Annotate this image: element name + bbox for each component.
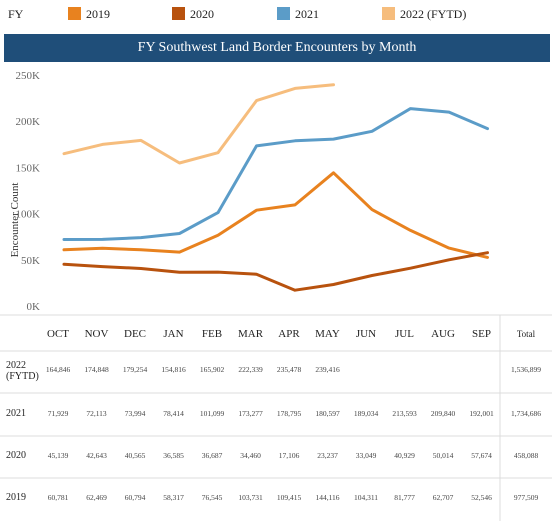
cell-value: 36,585 (163, 451, 184, 460)
row-label-2019: 2019 (6, 492, 26, 503)
y-tick-label: 250K (16, 70, 41, 82)
legend-label-2019: 2019 (86, 7, 110, 21)
cell-value: 104,311 (354, 493, 378, 502)
row-label-2021: 2021 (6, 408, 26, 419)
y-axis-title: Encounter Count (9, 183, 21, 258)
cell-value: 213,593 (392, 409, 417, 418)
row-label-2022: 2022 (6, 360, 26, 371)
cell-value: 78,414 (163, 409, 184, 418)
row-total: 1,536,899 (511, 365, 541, 374)
row-label-2022: (FYTD) (6, 371, 39, 382)
cell-value: 62,707 (433, 493, 454, 502)
cell-value: 57,674 (471, 451, 492, 460)
cell-value: 144,116 (315, 493, 339, 502)
cell-value: 239,416 (315, 365, 340, 374)
legend-label-2021: 2021 (295, 7, 319, 21)
legend-fy-label: FY (8, 7, 24, 21)
month-label-jul: JUL (395, 328, 414, 340)
cell-value: 17,106 (279, 451, 300, 460)
legend: FY 2019 2020 2021 2022 (FYTD) (0, 0, 552, 28)
cell-value: 42,643 (86, 451, 107, 460)
cell-value: 36,687 (202, 451, 223, 460)
chart-area: 0K 50K 100K 150K 200K 250K Encounter Count OC… (0, 70, 552, 521)
cell-value: 73,994 (125, 409, 146, 418)
cell-value: 62,469 (86, 493, 107, 502)
month-label-oct: OCT (47, 328, 69, 340)
cell-value: 235,478 (277, 365, 302, 374)
cell-value: 101,099 (200, 409, 225, 418)
month-label-sep: SEP (472, 328, 491, 340)
total-header: Total (517, 329, 536, 339)
cell-value: 164,846 (46, 365, 71, 374)
row-total: 977,509 (514, 493, 539, 502)
cell-value: 192,001 (469, 409, 494, 418)
month-label-mar: MAR (238, 328, 264, 340)
cell-value: 81,777 (394, 493, 415, 502)
row-label-2020: 2020 (6, 450, 26, 461)
series-line-2021 (62, 107, 489, 241)
cell-value: 58,317 (163, 493, 184, 502)
cell-value: 76,545 (202, 493, 223, 502)
legend-label-2022: 2022 (FYTD) (400, 7, 467, 21)
chart-title: FY Southwest Land Border Encounters by M… (4, 34, 550, 62)
y-tick-label: 200K (16, 116, 41, 128)
series-line-2020 (62, 251, 489, 292)
y-tick-label: 0K (27, 301, 41, 313)
series-line-2022 (62, 83, 335, 165)
cell-value: 60,794 (125, 493, 146, 502)
month-label-jan: JAN (163, 328, 183, 340)
month-label-aug: AUG (431, 328, 455, 340)
cell-value: 209,840 (431, 409, 456, 418)
month-label-feb: FEB (202, 328, 222, 340)
legend-swatch-2019 (68, 7, 81, 20)
month-label-jun: JUN (356, 328, 376, 340)
month-label-may: MAY (315, 328, 340, 340)
cell-value: 189,034 (354, 409, 379, 418)
cell-value: 33,049 (356, 451, 377, 460)
cell-value: 60,781 (48, 493, 69, 502)
y-tick-label: 150K (16, 162, 41, 174)
row-total: 1,734,686 (511, 409, 541, 418)
month-label-apr: APR (278, 328, 300, 340)
cell-value: 178,795 (277, 409, 302, 418)
cell-value: 40,929 (394, 451, 415, 460)
legend-swatch-2020 (172, 7, 185, 20)
cell-value: 50,014 (433, 451, 454, 460)
cell-value: 222,339 (238, 365, 263, 374)
row-total: 458,088 (514, 451, 539, 460)
legend-swatch-2021 (277, 7, 290, 20)
cell-value: 109,415 (277, 493, 302, 502)
cell-value: 34,460 (240, 451, 261, 460)
series-line-2019 (62, 171, 489, 259)
cell-value: 179,254 (123, 365, 148, 374)
cell-value: 103,731 (238, 493, 263, 502)
legend-swatch-2022 (382, 7, 395, 20)
cell-value: 72,113 (86, 409, 107, 418)
month-label-dec: DEC (124, 328, 146, 340)
cell-value: 71,929 (48, 409, 69, 418)
cell-value: 154,816 (161, 365, 186, 374)
cell-value: 23,237 (317, 451, 338, 460)
cell-value: 174,848 (84, 365, 109, 374)
month-label-nov: NOV (85, 328, 109, 340)
y-tick-label: 50K (21, 255, 40, 267)
cell-value: 180,597 (315, 409, 340, 418)
cell-value: 165,902 (200, 365, 225, 374)
cell-value: 52,546 (471, 493, 492, 502)
y-tick-label: 100K (16, 209, 41, 221)
cell-value: 40,565 (125, 451, 146, 460)
legend-label-2020: 2020 (190, 7, 214, 21)
cell-value: 45,139 (48, 451, 69, 460)
cell-value: 173,277 (238, 409, 263, 418)
